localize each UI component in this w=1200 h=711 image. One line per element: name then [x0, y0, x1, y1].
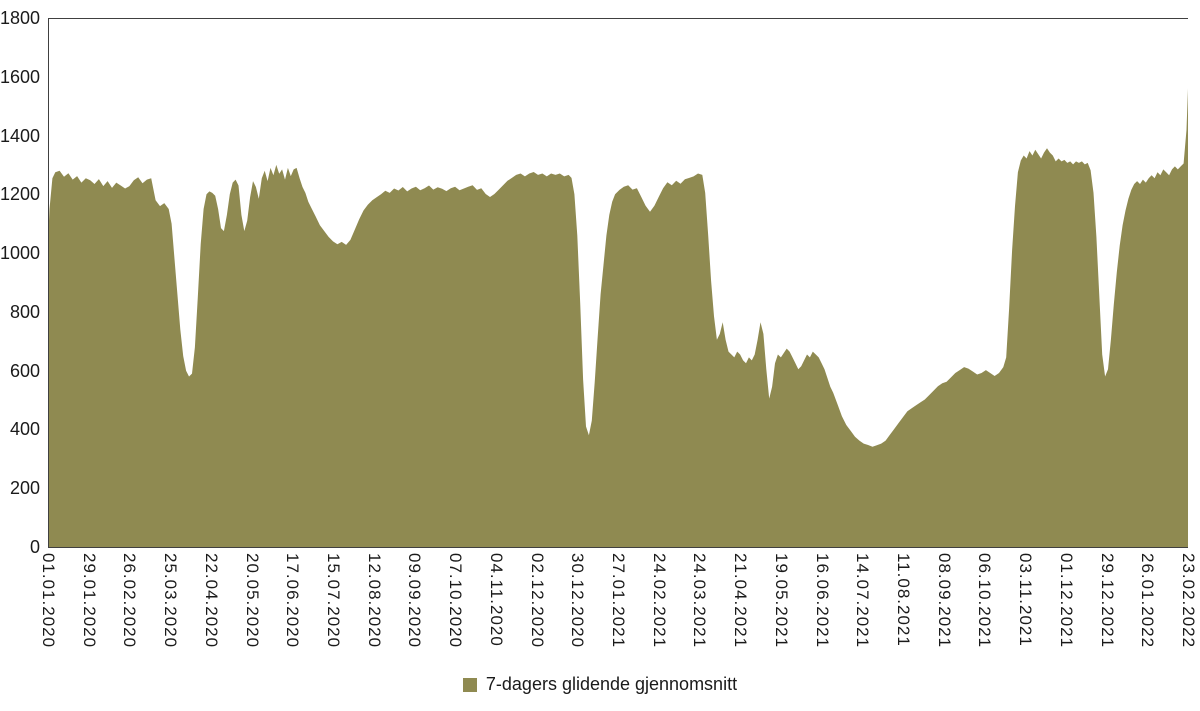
x-axis-label: 06.10.2021 — [975, 553, 995, 649]
x-axis-label: 14.07.2021 — [853, 553, 873, 649]
y-axis-label: 200 — [9, 478, 40, 499]
y-axis-label: 1000 — [0, 243, 41, 264]
x-axis-label: 23.02.2022 — [1179, 553, 1198, 649]
x-axis-label: 29.12.2021 — [1097, 553, 1117, 649]
x-axis-label: 04.11.2020 — [486, 553, 506, 647]
x-axis-label: 03.11.2021 — [1016, 553, 1036, 647]
legend-swatch-icon — [462, 677, 477, 692]
x-axis-label: 16.06.2021 — [812, 553, 832, 649]
x-axis-label: 26.02.2020 — [120, 553, 140, 649]
x-axis-label: 01.01.2020 — [39, 553, 58, 649]
x-axis-label: 09.09.2020 — [405, 553, 425, 649]
y-axis-label: 400 — [9, 419, 40, 440]
x-axis-label: 01.12.2021 — [1056, 553, 1076, 649]
y-axis-label: 1200 — [0, 184, 41, 205]
y-axis-label: 0 — [29, 537, 40, 557]
x-axis-label: 26.01.2022 — [1138, 553, 1158, 649]
x-axis-label: 21.04.2021 — [731, 553, 751, 649]
x-axis-label: 12.08.2020 — [364, 553, 384, 649]
legend: 7-dagers glidende gjennomsnitt — [0, 674, 1200, 695]
x-axis-label: 02.12.2020 — [527, 553, 547, 649]
x-axis-label: 24.02.2021 — [649, 553, 669, 649]
y-axis-label: 1800 — [0, 8, 41, 28]
x-axis-label: 15.07.2020 — [324, 553, 343, 649]
x-axis-label: 25.03.2020 — [161, 553, 181, 649]
legend-label: 7-dagers glidende gjennomsnitt — [485, 674, 738, 694]
x-axis-label: 30.12.2020 — [568, 553, 588, 649]
x-axis-label: 20.05.2020 — [242, 553, 262, 649]
x-axis-label: 07.10.2020 — [446, 553, 466, 649]
x-axis-label: 27.01.2021 — [609, 553, 628, 649]
y-axis-label: 1600 — [0, 66, 41, 87]
y-axis-label: 800 — [9, 301, 40, 322]
y-axis-label: 600 — [9, 360, 40, 381]
y-axis-label: 1400 — [0, 125, 41, 146]
x-axis-label: 24.03.2021 — [690, 553, 710, 649]
x-axis-label: 17.06.2020 — [283, 553, 303, 649]
x-axis-label: 19.05.2021 — [771, 553, 791, 649]
x-axis-label: 22.04.2020 — [201, 553, 221, 649]
x-axis-label: 29.01.2020 — [79, 553, 99, 649]
x-axis-label: 08.09.2021 — [934, 553, 954, 649]
area-series — [48, 88, 1188, 547]
x-axis-label: 11.08.2021 — [894, 553, 913, 647]
